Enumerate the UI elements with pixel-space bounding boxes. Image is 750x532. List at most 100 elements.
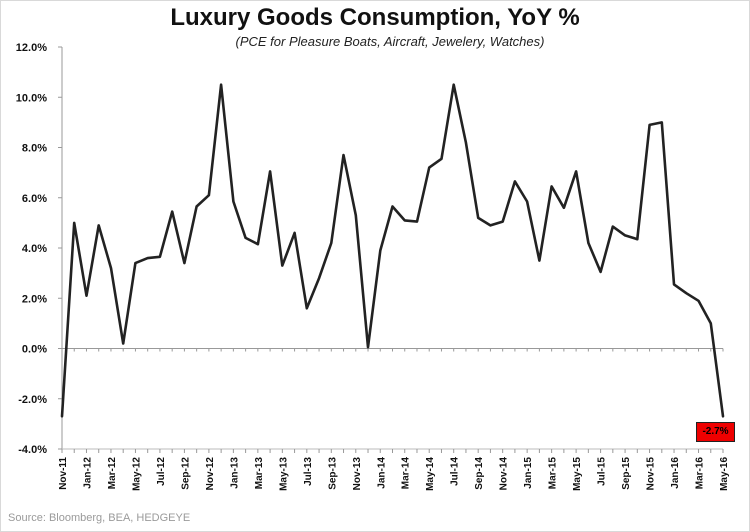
x-tick-label: Jul-12 [156,457,167,486]
data-point [342,154,345,156]
data-point [146,257,149,259]
data-point [624,234,626,237]
data-point [97,224,100,227]
data-point [379,249,382,252]
data-point [171,210,174,213]
x-tick-label: Sep-15 [621,457,632,490]
x-axis: Nov-11 Jan-12 Mar-12 May-12 Jul-12 Sep-12 Nov-… [58,348,730,491]
x-tick-label: Jan-14 [376,457,387,489]
data-point [354,214,357,217]
x-tick-label: Sep-14 [474,457,485,490]
data-point [330,242,333,244]
x-tick-label: Jan-12 [82,457,93,489]
x-tick-label: Jul-13 [303,457,314,486]
data-point [281,264,284,267]
x-tick-label: Nov-13 [352,457,363,491]
x-tick-label: Jul-14 [450,457,461,486]
source-note: Source: Bloomberg, BEA, HEDGEYE [8,512,191,524]
data-point [709,322,712,325]
data-point [269,170,271,173]
data-point [465,141,467,144]
data-point [61,415,63,418]
data-point [220,83,223,86]
x-tick-label: May-12 [131,457,142,491]
data-point [660,121,663,124]
x-tick-label: Jan-15 [523,457,534,489]
x-tick-label: Mar-12 [107,457,118,490]
data-point [122,342,125,345]
data-point [367,346,369,349]
data-point [648,123,651,126]
x-tick-label: Mar-15 [548,457,559,490]
data-point [73,221,76,224]
y-tick-label: 4.0% [22,243,47,255]
x-tick-label: Nov-12 [205,457,216,491]
x-tick-label: Nov-11 [58,457,69,490]
x-tick-label: Nov-15 [646,457,657,491]
x-tick-label: Mar-13 [254,457,265,490]
data-point [452,83,455,86]
data-point [318,277,320,280]
data-point [159,255,161,258]
data-point [477,216,480,219]
data-point [232,200,235,203]
data-point [183,262,186,264]
data-point [673,283,675,286]
y-tick-label: 10.0% [16,92,47,104]
y-axis: 12.0% 10.0% 8.0% 6.0% 4.0% 2.0% 0.0% -2.0% -4.0% [16,42,63,456]
data-point [501,220,504,223]
x-tick-label: Jan-16 [670,457,681,489]
data-point [526,200,529,203]
x-tick-label: Mar-16 [695,457,706,490]
x-tick-label: Jul-15 [597,457,608,486]
data-point [195,205,198,208]
data-point [562,206,565,209]
data-point [256,243,259,246]
data-point [550,185,553,188]
data-point [207,194,210,197]
x-tick-label: May-15 [572,457,583,491]
data-point [244,237,247,239]
y-tick-label: -4.0% [18,444,47,456]
data-point [514,180,516,183]
data-point [403,219,406,222]
chart-title: Luxury Goods Consumption, YoY % [170,4,580,31]
x-tick-label: May-13 [278,457,289,491]
y-tick-label: -2.0% [18,394,47,406]
data-point [440,157,443,160]
x-tick-label: Sep-13 [327,457,338,490]
data-point [587,242,590,244]
data-point [538,259,541,262]
data-point [697,299,700,302]
data-point [110,267,112,269]
x-tick-label: Sep-12 [180,457,191,490]
x-tick-label: Nov-14 [499,457,510,491]
y-tick-label: 6.0% [22,193,47,205]
chart-subtitle: (PCE for Pleasure Boats, Aircraft, Jewel… [235,34,545,49]
data-point [489,224,492,227]
series-layer [60,83,725,418]
data-point [722,415,724,418]
x-tick-label: May-14 [425,457,436,491]
data-point [685,292,688,295]
series-line [60,83,725,418]
y-tick-label: 8.0% [22,143,47,155]
data-point [134,262,137,264]
data-point [428,166,431,169]
y-tick-label: 12.0% [16,42,47,54]
data-point [305,307,308,310]
data-point [611,225,614,228]
y-tick-label: 0.0% [22,344,47,356]
x-tick-label: May-16 [719,457,730,491]
data-point [599,270,602,273]
data-point [85,294,88,297]
y-tick-label: 2.0% [22,293,47,305]
data-point [636,238,639,241]
last-value-label: -2.7% [696,422,735,442]
data-point [416,220,418,223]
data-point [575,170,578,173]
data-point [391,205,394,208]
data-point [293,232,296,234]
x-tick-label: Mar-14 [401,457,412,490]
